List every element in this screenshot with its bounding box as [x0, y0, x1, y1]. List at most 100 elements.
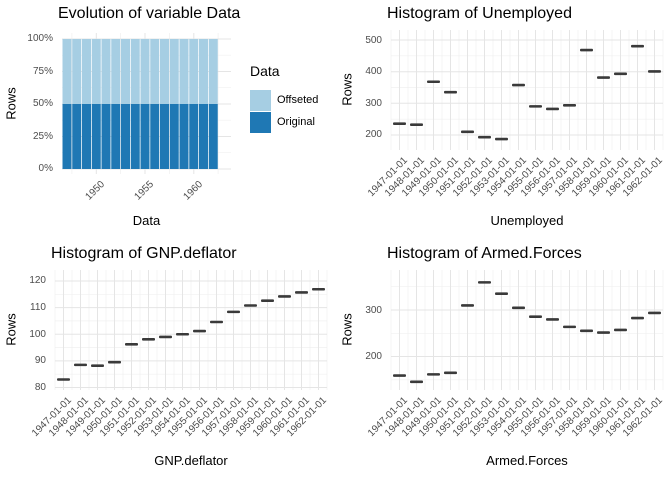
- dash-mark-1961-01-01: [631, 44, 644, 48]
- y-axis-title: Rows: [339, 313, 355, 346]
- y-tick-label: 200: [365, 351, 382, 362]
- dash-mark-1950-01-01: [444, 90, 457, 94]
- bar-segment-original-1947: [62, 103, 72, 169]
- gridlines-minor: [54, 270, 328, 390]
- bar-segment-original-1960: [189, 103, 199, 169]
- y-tick-label: 500: [365, 34, 382, 46]
- dash-mark-1960-01-01: [614, 328, 627, 332]
- dash-mark-1960-01-01: [278, 295, 291, 298]
- y-tick-label: 300: [365, 304, 382, 316]
- dash-mark-1952-01-01: [142, 338, 155, 341]
- dash-mark-1962-01-01: [312, 287, 325, 291]
- dash-mark-1958-01-01: [580, 329, 593, 333]
- dash-mark-1959-01-01: [261, 299, 274, 302]
- dash-mark-1956-01-01: [210, 320, 223, 324]
- bar-segment-original-1954: [130, 103, 140, 169]
- dash-mark-1952-01-01: [478, 281, 491, 284]
- y-tick-label: 200: [365, 129, 382, 141]
- dash-mark-1959-01-01: [597, 331, 610, 334]
- bar-segment-original-1961: [199, 103, 208, 169]
- bar-segment-original-1950: [91, 103, 101, 169]
- bar-segment-original-1962: [208, 103, 218, 169]
- dash-mark-1947-01-01: [57, 378, 70, 381]
- dash-mark-1954-01-01: [176, 332, 189, 336]
- bar-segment-original-1957: [160, 103, 169, 169]
- chart-histogram-of-armed-forces: Histogram of Armed.Forces Armed.Forces Row…: [336, 240, 672, 480]
- dash-mark-1948-01-01: [74, 363, 87, 367]
- bar-segment-offseted-1951: [101, 38, 111, 104]
- x-axis-title: Unemployed: [490, 213, 564, 228]
- dash-mark-1955-01-01: [529, 105, 542, 108]
- dash-mark-1953-01-01: [159, 335, 172, 339]
- bar-segment-offseted-1961: [199, 38, 208, 104]
- bar-segment-offseted-1958: [169, 38, 179, 104]
- bar-segment-offseted-1957: [160, 38, 169, 104]
- dash-mark-1958-01-01: [244, 304, 257, 307]
- bar-segment-offseted-1955: [140, 38, 150, 104]
- plot-title: Histogram of Armed.Forces: [387, 245, 582, 262]
- chart-histogram-of-unemployed: Histogram of Unemployed Unemployed Rows 200…: [336, 0, 672, 240]
- plot-title: Histogram of GNP.deflator: [51, 245, 237, 262]
- dash-mark-1962-01-01: [648, 311, 661, 315]
- dash-mark-1947-01-01: [393, 374, 406, 377]
- dash-marks: [57, 287, 325, 381]
- dash-marks: [393, 44, 661, 141]
- histogram-of-unemployed-panel: [390, 30, 664, 150]
- bar-segment-offseted-1952: [111, 38, 121, 104]
- dash-mark-1957-01-01: [563, 104, 576, 107]
- bar-segment-offseted-1949: [82, 38, 91, 104]
- dash-mark-1956-01-01: [546, 107, 559, 111]
- dash-mark-1959-01-01: [597, 76, 610, 79]
- y-tick-label: 75%: [32, 65, 53, 77]
- bar-segment-offseted-1954: [130, 38, 140, 104]
- dash-mark-1955-01-01: [529, 315, 542, 318]
- dash-mark-1949-01-01: [427, 373, 440, 376]
- bar-segment-offseted-1956: [150, 38, 160, 104]
- y-tick-label: 0%: [38, 163, 53, 175]
- bar-segment-original-1952: [111, 103, 121, 169]
- bar-segment-original-1949: [82, 103, 91, 169]
- y-tick-label: 300: [365, 97, 382, 109]
- bar-segment-offseted-1959: [179, 38, 189, 104]
- y-tick-label: 25%: [32, 130, 53, 142]
- dash-mark-1948-01-01: [410, 380, 423, 384]
- dash-mark-1951-01-01: [461, 130, 474, 134]
- x-axis-title: Armed.Forces: [486, 453, 568, 468]
- y-tick-label: 110: [30, 302, 46, 314]
- x-axis-title: GNP.deflator: [154, 453, 228, 468]
- bar-segment-original-1958: [169, 103, 179, 169]
- bar-segment-offseted-1953: [121, 38, 130, 104]
- bar-segment-offseted-1960: [189, 38, 199, 104]
- dash-mark-1961-01-01: [295, 291, 308, 294]
- y-tick-label: 100%: [27, 33, 53, 45]
- dash-mark-1949-01-01: [427, 80, 440, 84]
- y-tick-label: 400: [365, 66, 382, 78]
- histogram-of-armed-forces-panel: [390, 270, 664, 390]
- dash-mark-1948-01-01: [410, 123, 423, 126]
- chart-evolution-of-variable-data: Evolution of variable Data Data Rows 0% 25% 5…: [0, 0, 336, 240]
- dash-mark-1951-01-01: [461, 304, 474, 307]
- dash-mark-1953-01-01: [495, 137, 508, 141]
- dash-mark-1950-01-01: [444, 371, 457, 375]
- dash-mark-1949-01-01: [91, 364, 104, 367]
- gridlines-minor: [390, 270, 664, 390]
- dash-mark-1953-01-01: [495, 292, 508, 296]
- gridlines-major: [391, 270, 663, 390]
- dash-mark-1956-01-01: [546, 318, 559, 321]
- bar-segment-original-1959: [179, 103, 189, 169]
- dash-mark-1950-01-01: [108, 360, 121, 364]
- y-tick-label: 120: [29, 275, 46, 287]
- gridlines-minor: [390, 30, 664, 150]
- plot-title: Evolution of variable Data: [58, 5, 241, 22]
- evolution-of-variable-data-panel: [62, 33, 231, 174]
- stacked-bars: [62, 38, 218, 169]
- chart-histogram-of-gnp-deflator: Histogram of GNP.deflator GNP.deflator Row…: [0, 240, 336, 480]
- bar-segment-original-1953: [121, 103, 130, 169]
- dash-mark-1951-01-01: [125, 343, 138, 346]
- gridlines-major: [55, 270, 327, 390]
- plot-title: Histogram of Unemployed: [387, 5, 572, 22]
- dash-mark-1952-01-01: [478, 135, 491, 139]
- y-tick-label: 80: [34, 381, 46, 393]
- y-tick-label: 50%: [32, 98, 53, 110]
